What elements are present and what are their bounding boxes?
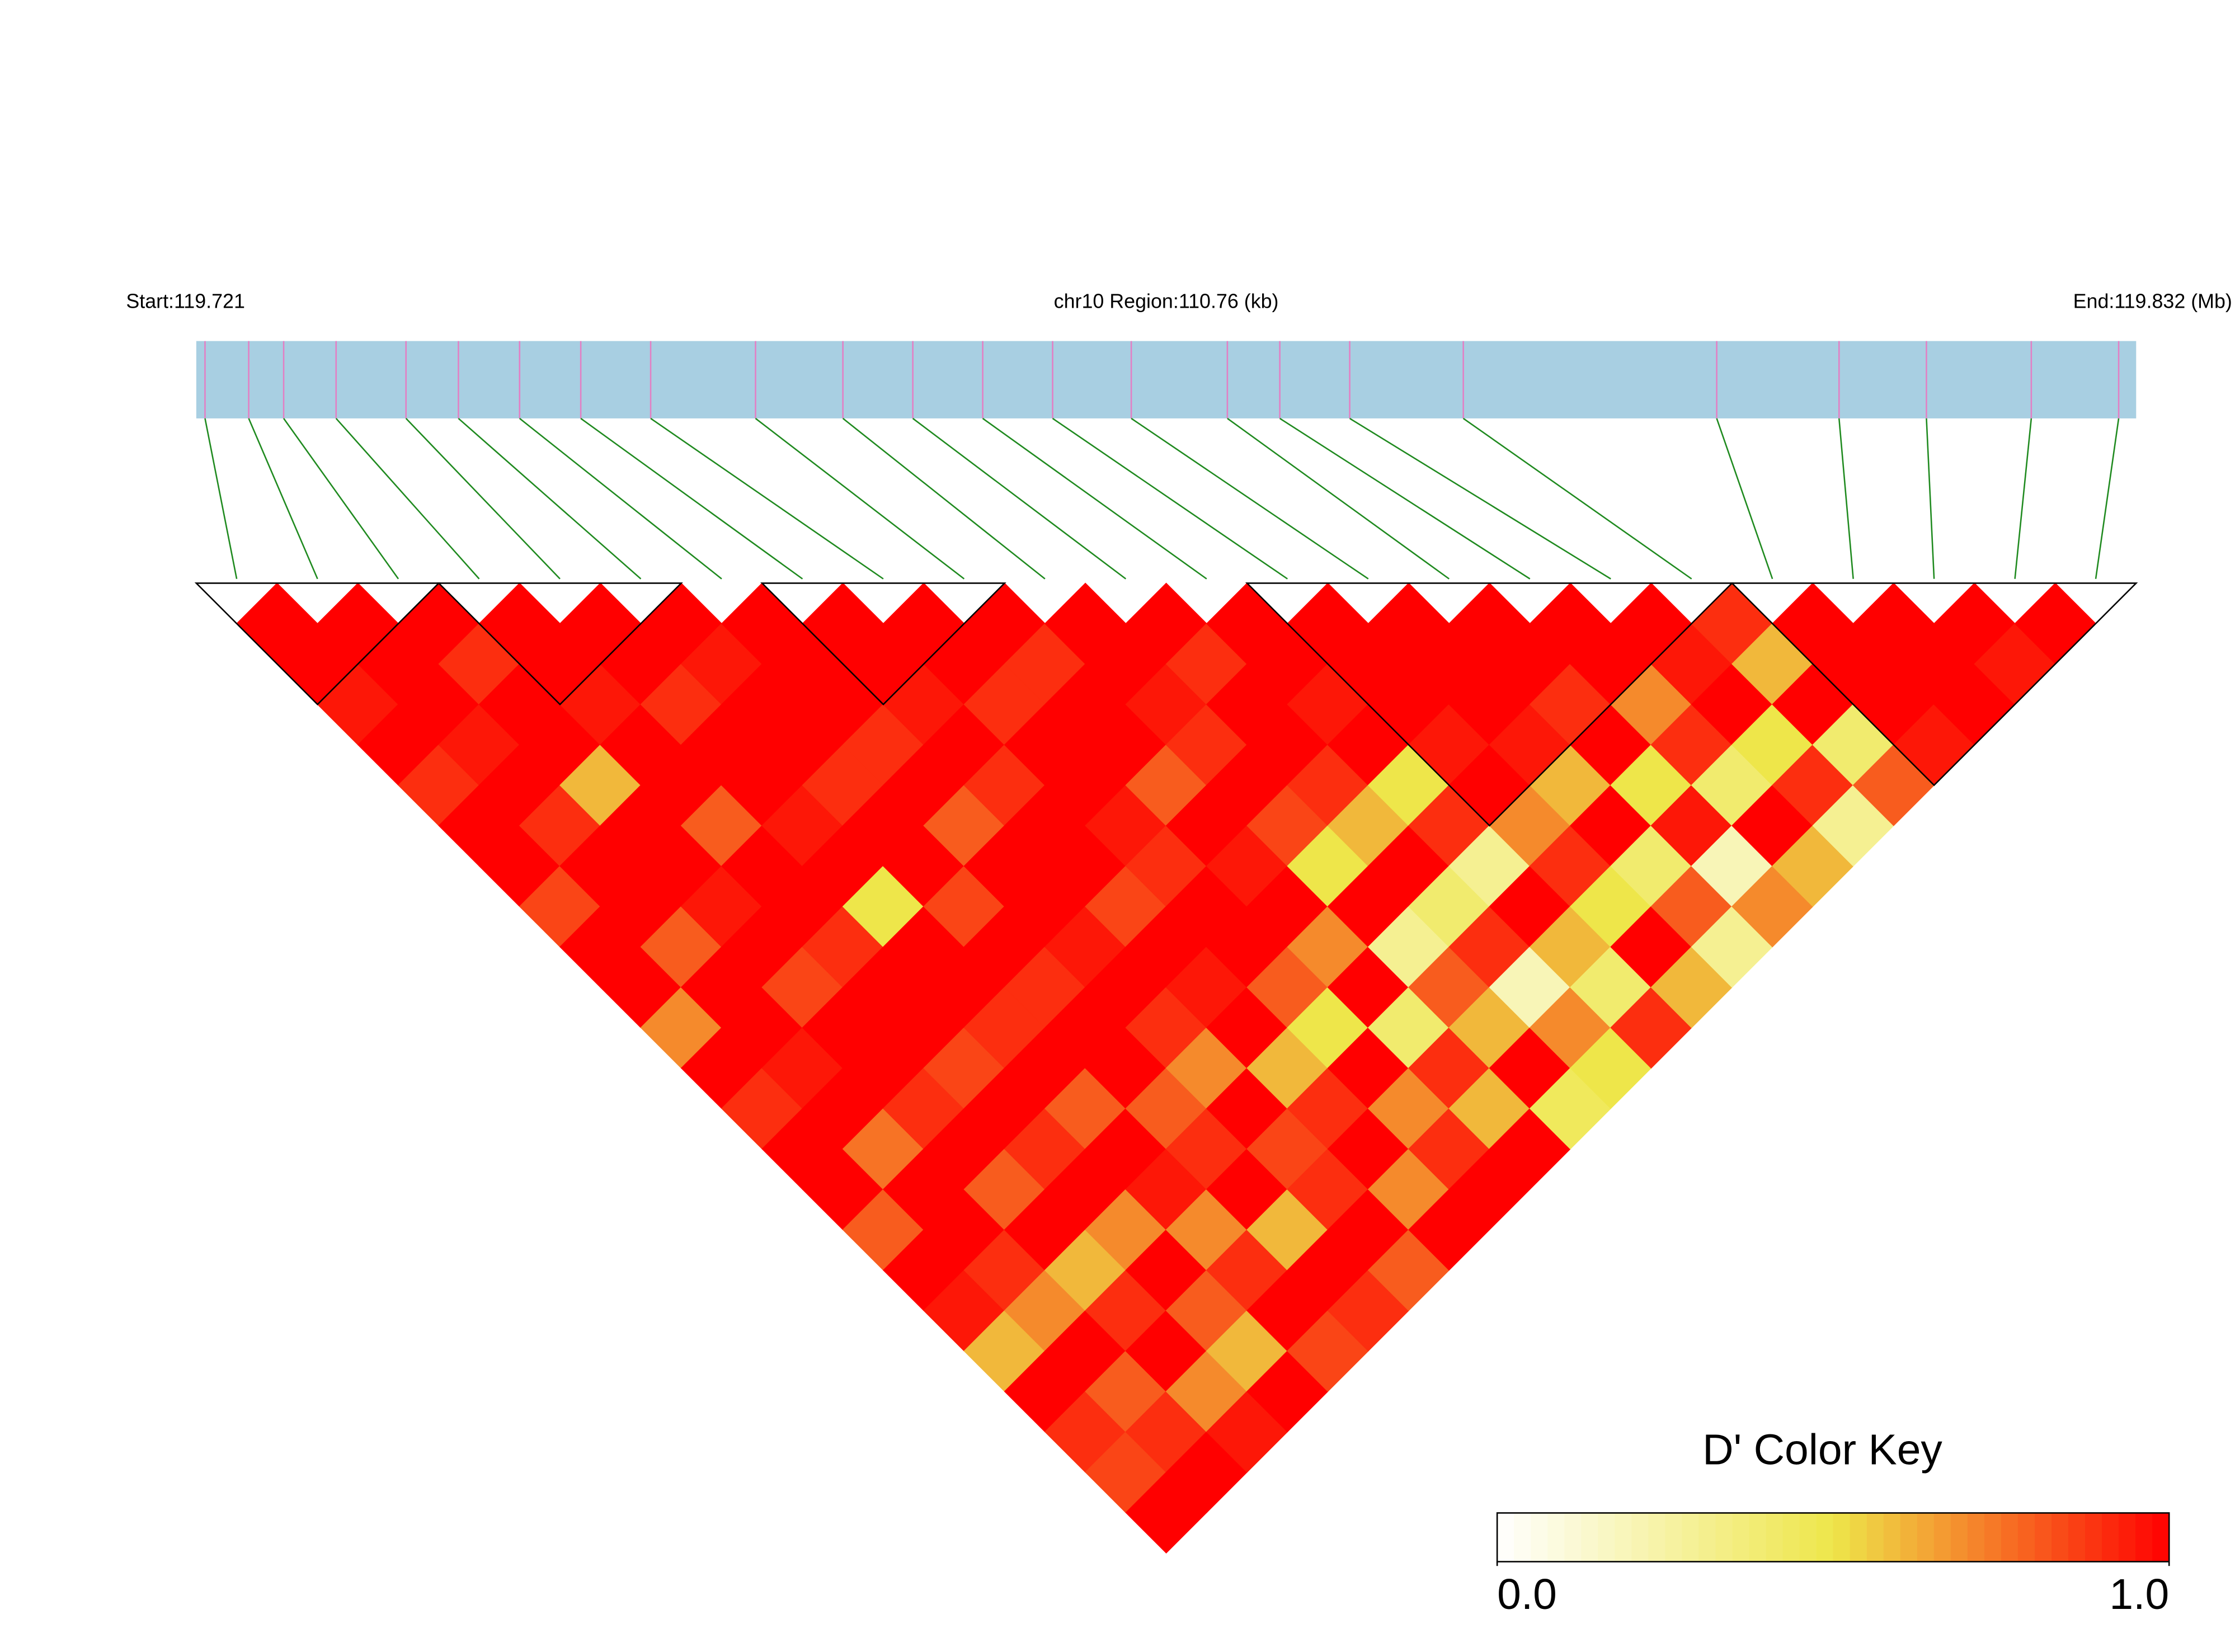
snp-link bbox=[283, 418, 399, 580]
key-swatch bbox=[1749, 1513, 1767, 1562]
start-label: Start:119.721 bbox=[126, 290, 245, 313]
key-swatch bbox=[1799, 1513, 1817, 1562]
key-swatch bbox=[2102, 1513, 2120, 1562]
key-tick-label: 1.0 bbox=[2109, 1570, 2169, 1618]
snp-link bbox=[335, 418, 480, 580]
key-swatch bbox=[1631, 1513, 1649, 1562]
key-swatch bbox=[1615, 1513, 1632, 1562]
snp-link bbox=[1227, 417, 1450, 580]
key-swatch bbox=[1497, 1513, 1515, 1562]
key-swatch bbox=[2135, 1513, 2153, 1562]
key-swatch bbox=[1732, 1513, 1750, 1562]
snp-link bbox=[650, 417, 884, 580]
snp-link bbox=[1131, 417, 1369, 580]
key-swatch bbox=[1598, 1513, 1616, 1562]
key-swatch bbox=[1967, 1513, 1985, 1562]
key-swatch bbox=[2068, 1513, 2086, 1562]
end-label: End:119.832 (Mb) bbox=[2073, 290, 2232, 313]
key-swatch bbox=[2034, 1513, 2053, 1562]
ld-block bbox=[1245, 582, 1734, 827]
snp-link bbox=[1838, 418, 1854, 579]
snp-link bbox=[580, 417, 803, 580]
key-swatch bbox=[2052, 1513, 2069, 1562]
key-swatch bbox=[1698, 1513, 1716, 1562]
ld-block bbox=[194, 582, 441, 705]
key-swatch bbox=[1950, 1513, 1969, 1562]
key-title: D' Color Key bbox=[1702, 1425, 1942, 1474]
snp-link bbox=[1462, 417, 1692, 580]
snp-link bbox=[1279, 417, 1531, 580]
key-swatch bbox=[1816, 1513, 1834, 1562]
snp-link bbox=[1716, 418, 1773, 580]
snp-link bbox=[1052, 417, 1288, 580]
key-swatch bbox=[1900, 1513, 1918, 1562]
snp-link bbox=[982, 417, 1207, 580]
ld-block bbox=[437, 582, 683, 705]
key-swatch bbox=[1850, 1513, 1868, 1562]
snp-link bbox=[519, 417, 722, 580]
key-swatch bbox=[1648, 1513, 1666, 1562]
snp-link bbox=[912, 417, 1127, 580]
key-swatch bbox=[1883, 1513, 1902, 1562]
snp-link bbox=[204, 418, 238, 579]
key-swatch bbox=[2119, 1513, 2137, 1562]
snp-link bbox=[1349, 417, 1611, 580]
key-swatch bbox=[1531, 1513, 1549, 1562]
snp-link bbox=[405, 418, 561, 580]
key-swatch bbox=[1833, 1513, 1851, 1562]
snp-link bbox=[755, 417, 965, 580]
region-bar bbox=[196, 341, 2137, 418]
snp-link bbox=[2014, 418, 2032, 579]
key-swatch bbox=[1984, 1513, 2002, 1562]
snp-link bbox=[248, 418, 318, 580]
key-swatch bbox=[1547, 1513, 1565, 1562]
region-label: chr10 Region:110.76 (kb) bbox=[1054, 290, 1279, 313]
key-swatch bbox=[1564, 1513, 1582, 1562]
key-swatch bbox=[1866, 1513, 1885, 1562]
ld-block bbox=[760, 582, 1006, 705]
key-swatch bbox=[2085, 1513, 2103, 1562]
key-swatch bbox=[1766, 1513, 1784, 1562]
snp-link bbox=[842, 417, 1046, 580]
key-swatch bbox=[1782, 1513, 1800, 1562]
snp-link bbox=[458, 417, 642, 580]
snp-link bbox=[1926, 418, 1935, 579]
ld-block bbox=[1730, 582, 2138, 787]
snp-link bbox=[2095, 418, 2120, 579]
key-swatch bbox=[1917, 1513, 1935, 1562]
key-swatch bbox=[2152, 1513, 2170, 1562]
key-swatch bbox=[1665, 1513, 1683, 1562]
key-swatch bbox=[1933, 1513, 1952, 1562]
key-swatch bbox=[2017, 1513, 2036, 1562]
key-swatch bbox=[1581, 1513, 1599, 1562]
key-swatch bbox=[2001, 1513, 2019, 1562]
key-swatch bbox=[1715, 1513, 1733, 1562]
key-tick-label: 0.0 bbox=[1497, 1570, 1557, 1618]
key-swatch bbox=[1514, 1513, 1532, 1562]
key-swatch bbox=[1682, 1513, 1700, 1562]
key-frame bbox=[1496, 1512, 2170, 1562]
